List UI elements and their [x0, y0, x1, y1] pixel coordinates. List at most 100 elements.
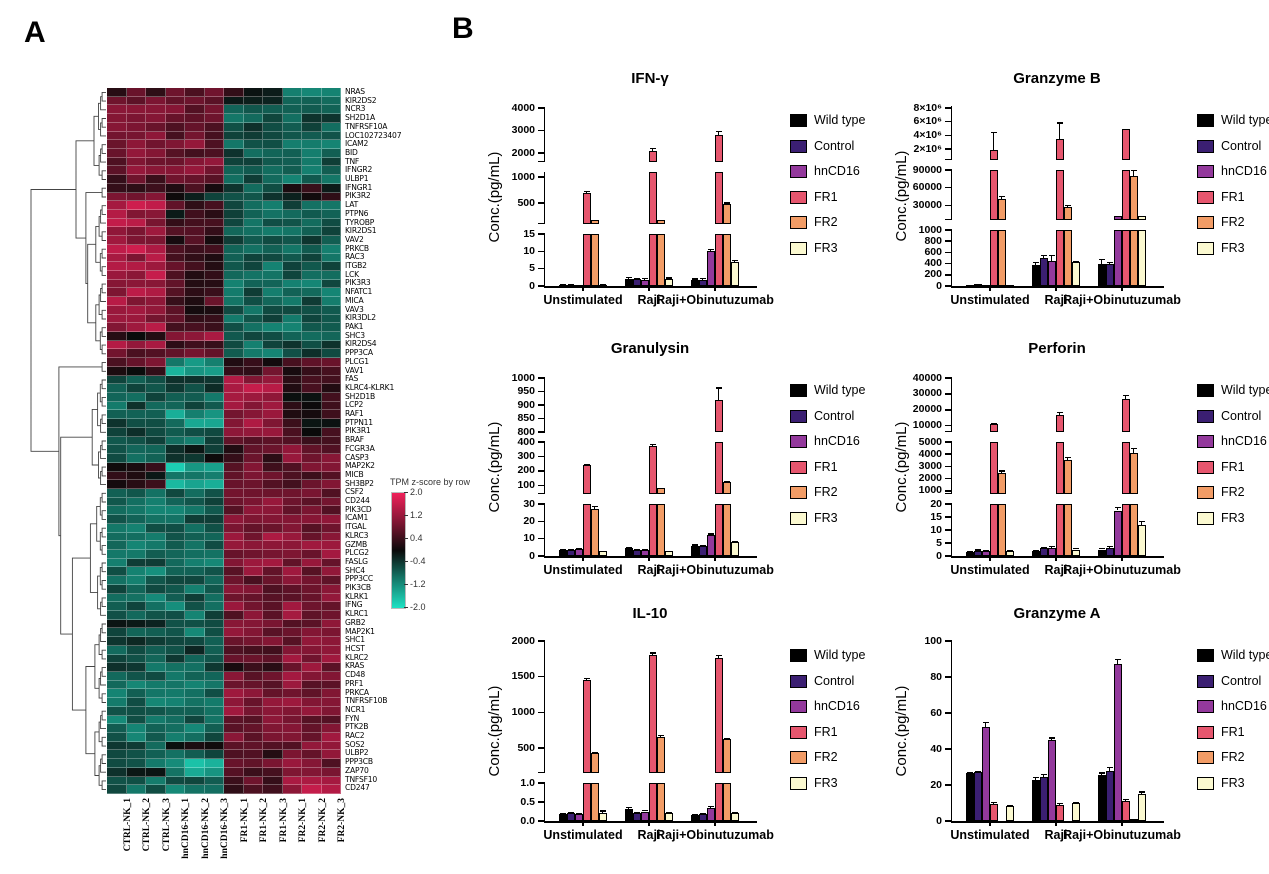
heatmap-cell: [263, 427, 283, 437]
error-bar-cap: [1131, 170, 1137, 172]
heatmap-cell: [263, 506, 283, 516]
heatmap-cell: [224, 445, 244, 455]
heatmap-cell: [321, 515, 341, 524]
bar-FR1-Raji+Obinutuzumab: [715, 172, 723, 224]
heatmap-cell: [146, 558, 166, 568]
heatmap-cell: [282, 480, 302, 489]
heatmap-cell: [185, 689, 205, 699]
heatmap-cell: [204, 314, 224, 324]
heatmap-cell: [321, 140, 341, 149]
heatmap-cell: [146, 549, 166, 559]
error-bar-cap: [975, 770, 981, 772]
heatmap-cell: [146, 140, 166, 149]
x-group-tick: [582, 556, 584, 561]
gene-label: PLCG1: [345, 356, 369, 366]
error-bar-cap: [732, 259, 738, 261]
heatmap-cell: [146, 236, 166, 245]
heatmap-cell: [204, 462, 224, 472]
heatmap-cell: [302, 593, 322, 603]
heatmap-cell: [185, 785, 205, 794]
gene-label: KIR2DS4: [345, 339, 377, 349]
heatmap-cell: [107, 497, 127, 507]
heatmap-cell: [165, 715, 185, 725]
heatmap-cell: [107, 593, 127, 603]
heatmap-cell: [146, 532, 166, 542]
y-tick-mark: [945, 186, 952, 189]
legend-label-FR3: FR3: [1221, 775, 1245, 790]
y-tick-mark: [945, 393, 952, 395]
heatmap-cell: [321, 715, 341, 725]
heatmap-cell: [146, 244, 166, 254]
heatmap-cell: [204, 122, 224, 132]
heatmap-cell: [263, 549, 283, 559]
heatmap-cell: [204, 706, 224, 716]
heatmap-cell: [185, 776, 205, 786]
heatmap-cell: [224, 166, 244, 176]
heatmap-cell: [302, 488, 322, 498]
heatmap-cell: [165, 471, 185, 481]
error-bar-cap: [708, 806, 714, 808]
y-tick-mark: [945, 490, 952, 492]
heatmap-cell: [282, 776, 302, 786]
y-tick-mark: [538, 675, 545, 678]
heatmap-cell: [204, 410, 224, 420]
bar-Control-Raji: [633, 279, 641, 286]
heatmap-cell: [321, 724, 341, 733]
heatmap-cell: [185, 767, 205, 777]
y-tick-label: 20: [523, 514, 535, 527]
y-tick-label: 60: [930, 706, 942, 719]
heatmap-cell: [302, 236, 322, 245]
heatmap-cell: [282, 305, 302, 315]
bar-FR1-Raji: [1056, 170, 1064, 220]
legend-label-FR2: FR2: [814, 485, 838, 499]
error-bar-cap: [658, 734, 664, 737]
heatmap-cell: [204, 785, 224, 794]
y-tick-label: 1000: [511, 170, 535, 183]
heatmap-cell: [146, 314, 166, 324]
heatmap-cell: [126, 366, 146, 376]
bar-FR3-Raji+Obinutuzumab: [1138, 230, 1146, 286]
heatmap-cell: [146, 759, 166, 768]
heatmap-cell: [282, 218, 302, 228]
error-bar: [1051, 737, 1053, 740]
heatmap-cell: [224, 584, 244, 594]
heatmap-cell: [263, 96, 283, 106]
bar-Wild type-Raji: [625, 808, 633, 821]
heatmap-cell: [165, 680, 185, 690]
y-tick-label: 1000: [918, 484, 942, 497]
heatmap-cell: [302, 262, 322, 272]
gene-label: PTPN11: [345, 417, 373, 427]
legend-swatch-Control: [1197, 139, 1214, 153]
heatmap-cell: [263, 654, 283, 664]
bar-hnCD16-Raji+Obinutuzumab: [1114, 510, 1122, 556]
heatmap-cell: [185, 349, 205, 359]
bar-FR2-Raji: [657, 504, 665, 556]
heatmap-cell: [107, 236, 127, 245]
bar-FR2-Raji: [1064, 460, 1072, 494]
bar-FR2-Unstimulated: [591, 220, 599, 224]
heatmap-cell: [126, 628, 146, 638]
error-bar: [718, 654, 720, 659]
x-group-tick: [648, 821, 650, 826]
heatmap-cell: [126, 183, 146, 193]
legend-swatch-FR2: [1197, 751, 1214, 764]
bar-Control-Raji+Obinutuzumab: [699, 279, 707, 286]
heatmap-cell: [204, 523, 224, 533]
heatmap-cell: [282, 201, 302, 211]
x-group-label: Raji+Obinutuzumab: [1063, 828, 1181, 842]
y-tick-mark: [538, 537, 545, 540]
y-tick-mark: [538, 417, 545, 420]
heatmap-cell: [302, 201, 322, 211]
heatmap-cell: [302, 140, 322, 149]
chart-IL-10: IL-10 Conc.(pg/mL) 0.0 0.5 1.0 500 1000 1500 200…: [455, 593, 865, 861]
heatmap-cell: [243, 759, 263, 768]
heatmap-cell: [146, 680, 166, 690]
heatmap-cell: [165, 671, 185, 681]
heatmap-cell: [107, 706, 127, 716]
legend-label-FR3: FR3: [1221, 510, 1245, 525]
heatmap-cell: [302, 785, 322, 794]
y-tick-label: 10: [523, 532, 535, 545]
heatmap-cell: [224, 288, 244, 298]
heatmap-cell: [165, 340, 185, 350]
heatmap-cell: [165, 689, 185, 699]
